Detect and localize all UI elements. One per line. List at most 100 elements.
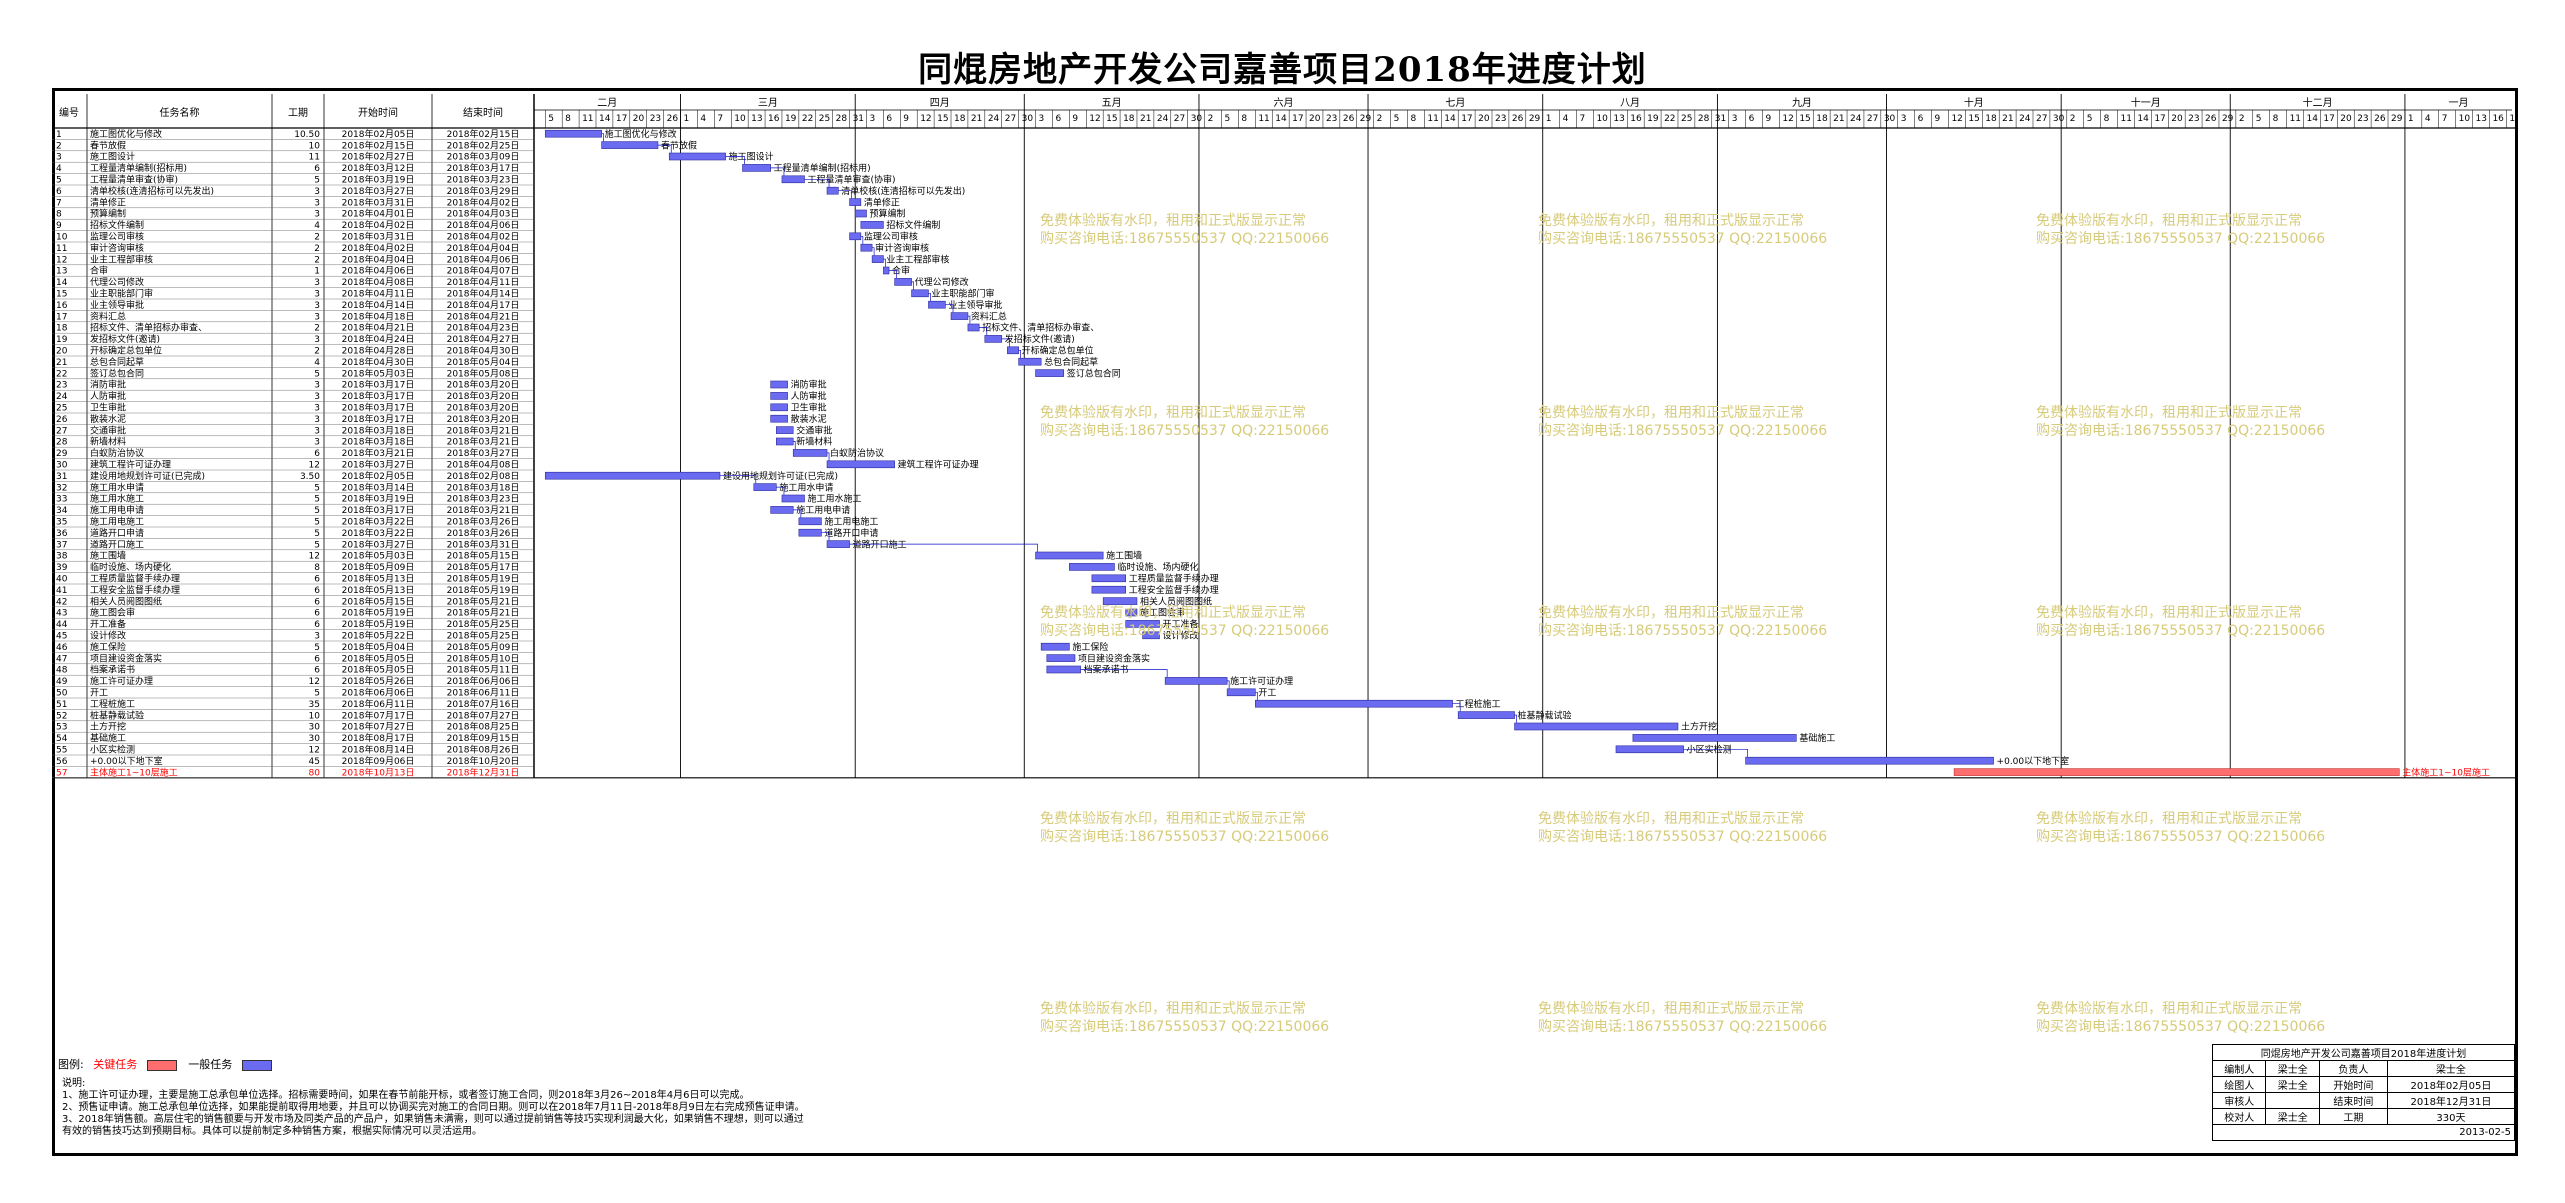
cell-name: 招标文件、清单招标办审查、 (90, 322, 207, 334)
cell-id: 52 (56, 711, 67, 721)
cell-start: 2018年05月09日 (342, 561, 415, 573)
task-bar (928, 300, 946, 309)
cell-start: 2018年03月14日 (342, 481, 415, 493)
day-tick-label: 29 (2222, 114, 2234, 124)
cell-name: 总包合同起草 (90, 356, 144, 368)
cell-duration: 12 (309, 746, 320, 756)
cell-end: 2018年05月04日 (447, 356, 520, 368)
day-tick-label: 2 (2070, 114, 2076, 124)
cell-end: 2018年09月15日 (447, 732, 520, 744)
cell-name: 资料汇总 (90, 310, 126, 322)
sign-cell: 梁士全 (2386, 1060, 2516, 1077)
bar-label: 招标文件编制 (886, 219, 940, 231)
cell-id: 12 (56, 255, 67, 265)
task-bar (894, 278, 912, 286)
cell-duration: 3 (314, 210, 320, 220)
task-bar (770, 380, 788, 389)
bar-label: 主体施工1~10层施工 (2402, 766, 2490, 778)
cell-start: 2018年04月11日 (342, 288, 415, 300)
task-bar (826, 186, 839, 195)
day-tick-label: 10 (1596, 114, 1608, 124)
sign-cell: 审核人 (2211, 1092, 2267, 1109)
day-tick-label: 13 (751, 114, 762, 124)
cell-name: 业主职能部门审 (90, 288, 153, 300)
cell-end: 2018年05月25日 (447, 630, 520, 642)
bar-label: 白蚁防治协议 (830, 447, 884, 459)
day-tick-label: 20 (1478, 114, 1490, 124)
sign-date: 2013-02-5 (2212, 1124, 2515, 1141)
task-bar (798, 517, 822, 526)
cell-name: 工程安全监督手续办理 (90, 584, 180, 596)
cell-name: 设计修改 (90, 630, 126, 642)
bar-label: 施工用水施工 (807, 493, 861, 505)
dependency-link (838, 190, 852, 199)
day-tick-label: 10 (734, 114, 746, 124)
cell-duration: 5 (314, 506, 320, 516)
cell-duration: 3 (314, 301, 320, 311)
cell-start: 2018年04月18日 (342, 310, 415, 322)
day-tick-label: 15 (1799, 114, 1810, 124)
bar-label: 基础施工 (1799, 732, 1835, 744)
cell-name: 开标确定总包单位 (90, 345, 162, 357)
day-tick-label: 16 (1630, 114, 1642, 124)
dependency-link (860, 235, 864, 244)
cell-start: 2018年05月26日 (342, 675, 415, 687)
cell-duration: 2 (314, 347, 320, 357)
cell-start: 2018年03月27日 (342, 185, 415, 197)
day-tick-label: 8 (2273, 114, 2279, 124)
day-tick-label: 11 (2290, 114, 2301, 124)
bar-label: 工程质量监督手续办理 (1129, 573, 1219, 585)
dependency-link (1683, 748, 1748, 757)
day-tick-label: 29 (2391, 114, 2403, 124)
day-tick-label: 10 (2459, 114, 2471, 124)
day-tick-label: 2 (1377, 114, 1383, 124)
cell-end: 2018年03月23日 (447, 493, 520, 505)
cell-duration: 30 (309, 723, 321, 733)
day-tick-label: 15 (1968, 114, 1979, 124)
cell-end: 2018年05月21日 (447, 607, 520, 619)
cell-id: 7 (56, 198, 62, 208)
cell-start: 2018年05月03日 (342, 550, 415, 562)
cell-start: 2018年02月27日 (342, 151, 415, 163)
cell-end: 2018年08月26日 (447, 744, 520, 756)
cell-id: 42 (56, 597, 67, 607)
cell-end: 2018年06月11日 (447, 687, 520, 699)
cell-name: 白蚁防治协议 (90, 447, 144, 459)
cell-id: 51 (56, 700, 67, 710)
cell-start: 2018年03月17日 (342, 379, 415, 391)
cell-end: 2018年03月21日 (447, 504, 520, 516)
critical-task-bar (1953, 768, 2400, 776)
day-tick-label: 18 (1123, 114, 1135, 124)
cell-start: 2018年03月17日 (342, 504, 415, 516)
cell-duration: 3 (314, 335, 320, 345)
bar-label: 业主领导审批 (948, 299, 1002, 311)
task-bar (1046, 654, 1076, 662)
cell-name: 开工准备 (90, 618, 126, 630)
day-tick-label: 14 (1444, 114, 1456, 124)
cell-end: 2018年03月18日 (447, 481, 520, 493)
cell-id: 56 (56, 757, 68, 767)
cell-start: 2018年03月17日 (342, 413, 415, 425)
month-label: 四月 (930, 97, 950, 109)
bar-label: 施工用水申请 (779, 481, 833, 493)
task-bar (601, 141, 659, 149)
task-bar (792, 449, 828, 457)
cell-end: 2018年03月20日 (447, 379, 520, 391)
bar-label: 施工图设计 (729, 151, 774, 163)
bar-label: 施工用电申请 (796, 504, 850, 516)
task-bar (883, 266, 890, 275)
day-tick-label: 8 (1241, 114, 1247, 124)
cell-end: 2018年03月20日 (447, 390, 520, 402)
task-bar (770, 403, 788, 412)
cell-duration: 5 (314, 483, 320, 493)
day-tick-label: 5 (1225, 114, 1231, 124)
cell-duration: 4 (314, 221, 320, 231)
day-tick-label: 21 (1833, 114, 1844, 124)
day-tick-label: 3 (869, 114, 875, 124)
day-tick-label: 23 (1326, 114, 1337, 124)
cell-id: 47 (56, 654, 67, 664)
day-tick-label: 5 (2087, 114, 2093, 124)
dependency-link (883, 258, 886, 267)
bar-label: 签订总包合同 (1067, 367, 1121, 379)
cell-name: 施工保险 (90, 641, 126, 653)
